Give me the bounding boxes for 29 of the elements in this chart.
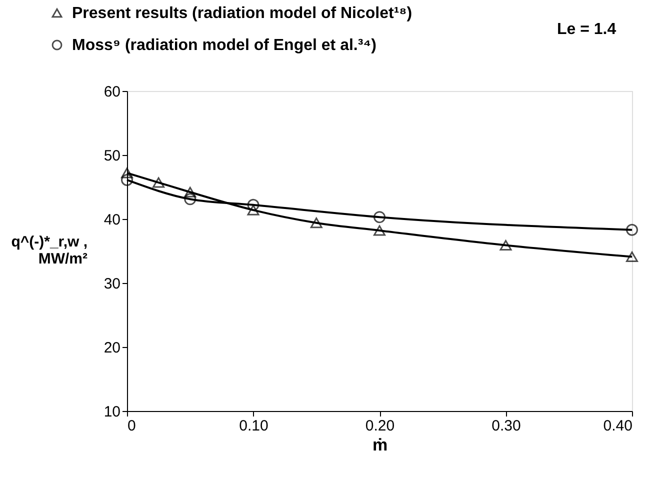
point (626, 224, 638, 236)
point (310, 218, 322, 228)
y-tick-label: 20 (104, 340, 120, 356)
legend-label: Moss⁹ (radiation model of Engel et al.³⁴) (72, 37, 376, 54)
x-axis-title: ṁ (372, 436, 388, 454)
point (152, 177, 165, 188)
y-tick-label: 40 (104, 212, 120, 228)
point (500, 240, 512, 251)
point (374, 225, 386, 236)
y-tick-label: 60 (104, 84, 120, 100)
y-tick-label: 50 (104, 148, 120, 164)
y-tick-label: 10 (104, 404, 120, 420)
x-tick-label: 0.20 (365, 418, 395, 434)
x-tick-label: 0.30 (492, 418, 521, 434)
point (374, 211, 386, 224)
y-tick-label: 30 (104, 276, 120, 292)
point (184, 186, 196, 198)
point (184, 193, 196, 206)
x-tick-label: 0 (128, 418, 136, 434)
x-tick-label: 0.10 (239, 418, 268, 434)
point (247, 198, 260, 211)
point (121, 168, 133, 178)
point (247, 204, 260, 216)
text: Le = 1.4 (557, 21, 616, 38)
point (121, 174, 133, 186)
y-axis-title: q^(-)*_r,w , MW/m² (11, 234, 88, 268)
x-tick-label: 0.40 (603, 418, 632, 434)
legend-label: Present results (radiation model of Nicolet¹⁸) (72, 5, 412, 22)
point (626, 251, 638, 262)
